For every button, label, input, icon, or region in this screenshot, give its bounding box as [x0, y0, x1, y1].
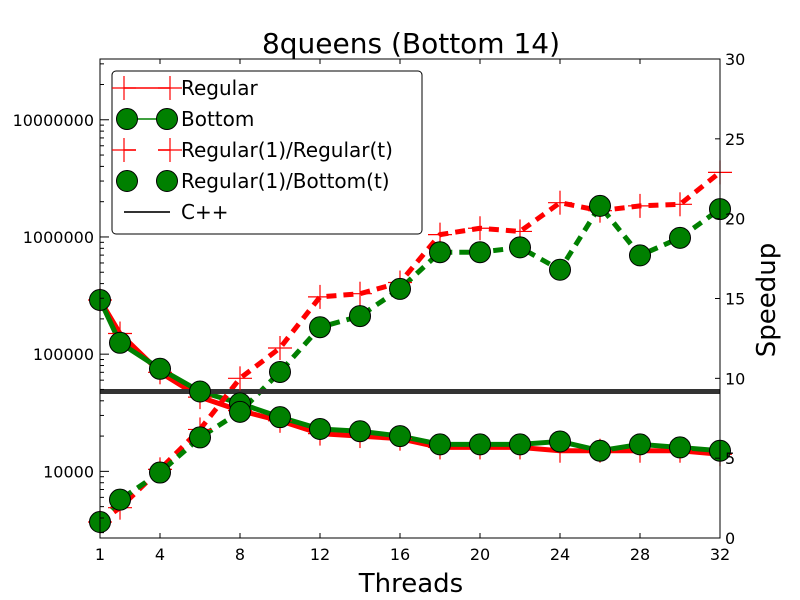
legend-item: Regular(1)/Regular(t) [112, 138, 393, 162]
x-tick-label: 8 [235, 545, 245, 564]
series-3-point [309, 316, 331, 339]
series-3-point [109, 488, 131, 511]
x-tick-label: 32 [710, 545, 730, 564]
legend-item: Bottom [116, 107, 254, 131]
legend-marker [158, 138, 182, 162]
series-1-point [509, 433, 531, 456]
legend-marker [112, 76, 136, 100]
x-tick-label: 12 [310, 545, 330, 564]
left-y-tick-label: 1000000 [23, 228, 94, 247]
legend-box [111, 70, 423, 235]
series-1-point [189, 380, 211, 403]
left-y-tick-label: 10000000 [13, 111, 94, 130]
series-3-point [469, 241, 491, 264]
series-2-point [348, 281, 372, 306]
right-y-tick-label: 30 [725, 50, 745, 69]
series-1-point [589, 439, 611, 462]
series-2-point [628, 193, 652, 218]
x-tick-label: 4 [155, 545, 165, 564]
legend-label: C++ [181, 200, 228, 224]
x-tick-label: 20 [470, 545, 490, 564]
series-1-point [669, 436, 691, 459]
series-1-point [549, 430, 571, 453]
legend-label: Regular(1)/Regular(t) [181, 138, 393, 162]
series-3-point [629, 244, 651, 267]
right-y-tick-label: 0 [725, 529, 735, 548]
x-tick-label: 28 [630, 545, 650, 564]
series-2-point [228, 366, 252, 391]
chart-title: 8queens (Bottom 14) [262, 27, 560, 60]
legend: Regular Bottom Regular(1)/Regular(t) Regula… [111, 70, 423, 235]
left-y-tick-label: 100000 [33, 345, 94, 364]
x-axis-label: Threads [358, 569, 463, 599]
legend-marker [116, 170, 138, 192]
legend-marker [158, 76, 182, 100]
series-3-point [189, 426, 211, 449]
series-3-point [229, 400, 251, 423]
legend-marker [156, 108, 178, 130]
legend-marker [112, 138, 136, 162]
legend-marker [116, 108, 138, 130]
legend-label: Bottom [181, 107, 254, 131]
series-1-point [469, 433, 491, 456]
series-3-point [149, 461, 171, 484]
series-3-point [549, 258, 571, 281]
series-3-point [269, 360, 291, 383]
series-1-point [309, 417, 331, 440]
x-tick-label: 16 [390, 545, 410, 564]
right-y-tick-label: 15 [725, 290, 745, 309]
series-2-point [668, 192, 692, 217]
right-y-tick-label: 5 [725, 449, 735, 468]
series-1-point [389, 425, 411, 448]
series-1-point [149, 357, 171, 380]
x-tick-label: 24 [550, 545, 570, 564]
series-1-point [429, 433, 451, 456]
legend-item: C++ [124, 200, 228, 224]
legend-label: Regular [181, 76, 258, 100]
right-y-tick-label: 25 [725, 130, 745, 149]
series-1-point [349, 420, 371, 443]
series-3-point [589, 194, 611, 217]
right-y-tick-label: 20 [725, 210, 745, 229]
series-3-point [509, 236, 531, 259]
series-2-point [548, 190, 572, 215]
series-1-point [269, 406, 291, 429]
right-y-axis-label: Speedup [752, 243, 782, 358]
series-1-point [109, 331, 131, 354]
series-3-point [389, 277, 411, 300]
axis-ticks: 1 4 8 12 16 20 24 28 32 10000 100000 1000000 1000000… [13, 50, 746, 564]
x-tick-label: 1 [95, 545, 105, 564]
left-y-tick-label: 10000 [43, 462, 94, 481]
series-2-point [468, 216, 492, 241]
series-1-point [629, 433, 651, 456]
series-2-point [268, 335, 292, 360]
legend-item: Regular(1)/Bottom(t) [116, 169, 390, 193]
legend-label: Regular(1)/Bottom(t) [181, 169, 390, 193]
series-3-point [349, 305, 371, 328]
legend-item: Regular [112, 76, 258, 100]
series-3-point [669, 226, 691, 249]
right-y-tick-label: 10 [725, 369, 745, 388]
plot-markers [88, 160, 732, 535]
legend-marker [156, 170, 178, 192]
series-3-point [429, 241, 451, 264]
series-2-point [308, 284, 332, 309]
